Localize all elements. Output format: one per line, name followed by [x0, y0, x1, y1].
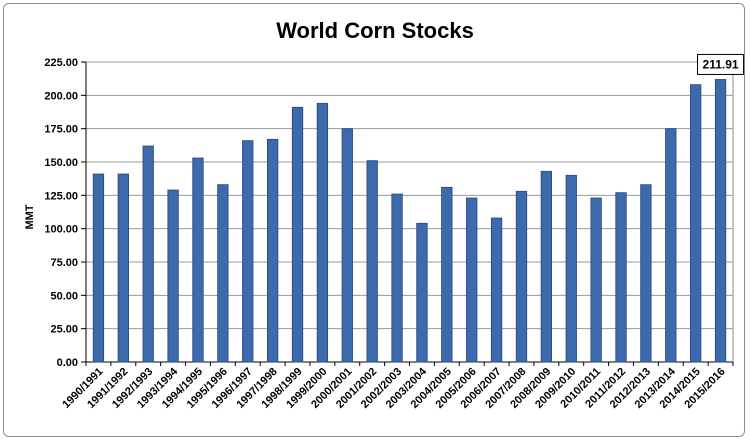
- bar: [441, 186, 453, 363]
- callout-label: 211.91: [703, 57, 739, 71]
- y-tick-label: 100.00: [44, 224, 78, 236]
- y-tick-label: 25.00: [50, 324, 78, 336]
- y-axis-label: MMT: [24, 204, 36, 229]
- bar: [540, 170, 553, 363]
- y-axis-ticks: 0.00 25.00 50.00 75.00 100.00 125.00 150.00 175…: [44, 57, 87, 369]
- bar: [416, 222, 428, 363]
- bar: [242, 140, 254, 363]
- x-axis-ticks: 1990/19911991/19921992/19931993/19941994…: [60, 362, 734, 411]
- y-tick-label: 50.00: [50, 290, 78, 302]
- chart-title: World Corn Stocks: [276, 18, 474, 43]
- y-tick-label: 225.00: [44, 57, 78, 69]
- callout-box: [697, 53, 745, 75]
- bar: [590, 197, 602, 363]
- bar: [565, 174, 577, 363]
- bar: [92, 173, 105, 363]
- gridlines: [85, 61, 734, 363]
- y-tick-label: 125.00: [44, 190, 78, 202]
- bar: [291, 106, 304, 363]
- bar: [466, 197, 478, 363]
- bar: [217, 184, 229, 363]
- y-tick-label: 200.00: [44, 90, 78, 102]
- bar: [316, 102, 329, 363]
- bar: [690, 84, 702, 363]
- y-tick-label: 75.00: [50, 257, 78, 269]
- y-tick-label: 175.00: [44, 124, 78, 136]
- bar: [341, 128, 353, 363]
- y-tick-label: 150.00: [44, 157, 78, 169]
- bar: [266, 138, 279, 363]
- bar: [366, 160, 378, 363]
- bar: [515, 190, 528, 363]
- bar: [142, 145, 154, 363]
- bar: [665, 128, 677, 363]
- bar: [490, 217, 503, 363]
- bar: [117, 173, 129, 363]
- bar: [640, 184, 652, 363]
- plot-area: [85, 61, 734, 363]
- bar: [615, 192, 627, 363]
- bar: [167, 189, 179, 363]
- value-callout: 211.91: [697, 53, 745, 75]
- bar: [714, 79, 727, 363]
- bars: [92, 79, 727, 363]
- bar: [391, 193, 403, 363]
- y-tick-label: 0.00: [57, 357, 78, 369]
- bar: [192, 157, 204, 363]
